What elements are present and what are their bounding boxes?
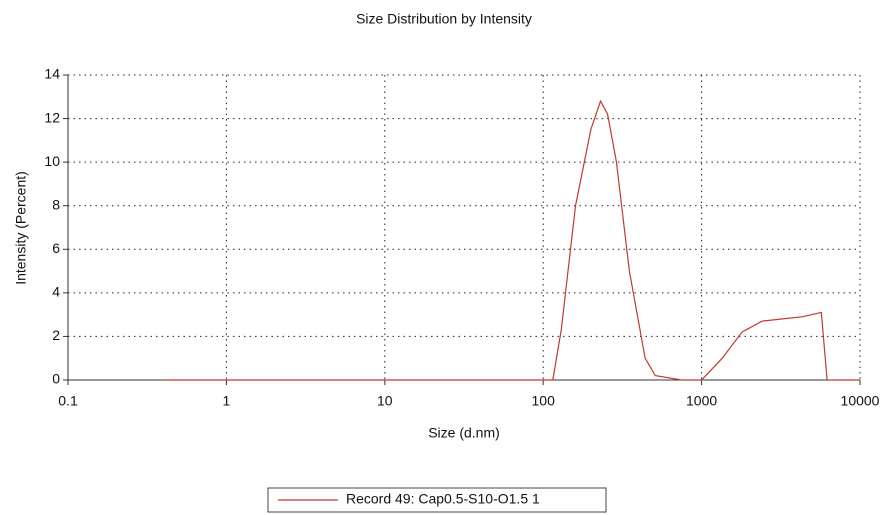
x-tick-label: 100 — [532, 393, 556, 409]
x-tick-label: 1 — [223, 393, 231, 409]
data-line — [163, 99, 860, 381]
x-tick-label: 10000 — [841, 393, 880, 409]
y-tick-label: 14 — [44, 66, 60, 82]
y-tick-label: 4 — [52, 284, 60, 300]
x-axis-label: Size (d.nm) — [428, 425, 500, 441]
legend-label: Record 49: Cap0.5-S10-O1.5 1 — [346, 491, 540, 507]
y-tick-label: 12 — [44, 109, 60, 125]
y-tick-label: 10 — [44, 153, 60, 169]
x-tick-label: 1000 — [686, 393, 717, 409]
x-tick-label: 10 — [377, 393, 393, 409]
y-tick-label: 6 — [52, 240, 60, 256]
x-tick-label: 0.1 — [58, 393, 78, 409]
y-tick-label: 8 — [52, 196, 60, 212]
y-tick-label: 0 — [52, 371, 60, 387]
y-tick-label: 2 — [52, 327, 60, 343]
y-axis-label: Intensity (Percent) — [13, 171, 29, 285]
chart-title: Size Distribution by Intensity — [356, 11, 532, 27]
